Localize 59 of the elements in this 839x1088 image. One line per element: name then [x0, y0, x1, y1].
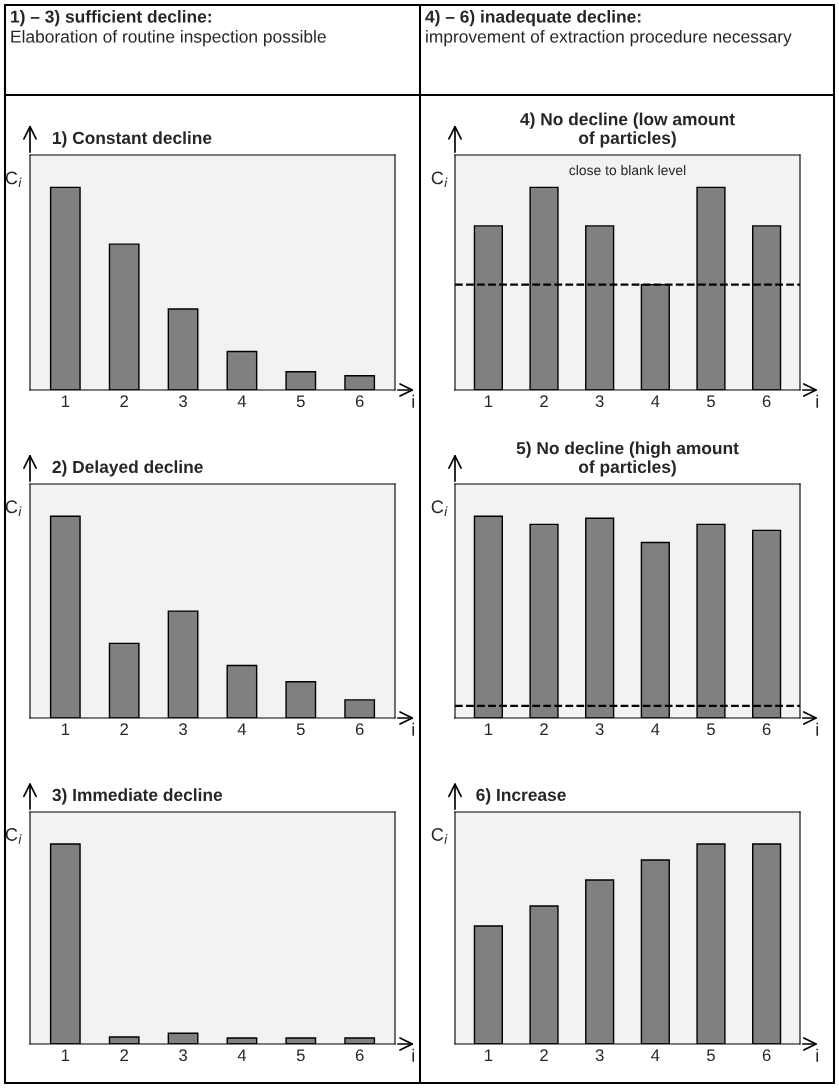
text: improvement of extraction procedure necessary	[426, 30, 792, 47]
x-tick-label: 1	[485, 723, 493, 735]
y-axis-title: C$_{i}$	[431, 500, 448, 516]
x-tick-label: 3	[595, 1049, 604, 1062]
x-axis-title: i	[816, 1048, 819, 1062]
x-tick-label: 5	[296, 1049, 305, 1062]
x-tick-label: 1	[61, 1049, 70, 1061]
x-tick-label: 5	[296, 723, 305, 736]
x-tick-label: 5	[296, 395, 305, 408]
y-axis-title: C$_{i}$	[5, 828, 22, 844]
chart-title: 6) Increase	[476, 788, 566, 805]
x-tick-label: 4	[237, 395, 247, 407]
x-tick-label: 2	[120, 723, 128, 735]
x-tick-label: 5	[707, 723, 715, 736]
x-tick-label: 2	[120, 1049, 128, 1061]
x-tick-label: 6	[355, 1049, 364, 1062]
x-axis-title: i	[412, 1048, 415, 1062]
x-tick-label: 1	[485, 395, 493, 407]
x-tick-label: 5	[707, 1049, 715, 1062]
x-tick-label: 4	[651, 723, 660, 735]
x-tick-label: 4	[651, 395, 660, 407]
x-tick-label: 3	[595, 723, 604, 736]
text: 1) – 3) sufficient decline:	[11, 10, 211, 27]
x-tick-label: 6	[355, 723, 364, 736]
y-axis-title: C$_{i}$	[431, 171, 448, 188]
text: 4) – 6) inadequate decline:	[425, 10, 641, 27]
text: close to blank level	[569, 164, 686, 176]
x-tick-label: 4	[237, 1049, 247, 1061]
x-tick-label: 1	[61, 723, 70, 735]
x-tick-label: 3	[179, 723, 187, 736]
x-tick-label: 6	[355, 395, 364, 408]
x-tick-label: 2	[120, 395, 128, 407]
chart-title: 5) No decline (high amount of particles)	[516, 441, 739, 477]
x-tick-label: 2	[540, 395, 548, 407]
x-tick-label: 5	[707, 395, 715, 408]
chart-title: 4) No decline (low amount of particles)	[520, 112, 735, 148]
x-tick-label: 2	[540, 1049, 548, 1061]
x-axis-title: i	[412, 722, 415, 736]
x-tick-label: 4	[237, 723, 247, 735]
chart-title: 3) Immediate decline	[52, 788, 223, 805]
x-axis-title: i	[816, 394, 819, 408]
x-axis-title: i	[412, 394, 415, 408]
text: Elaboration of routine inspection possible	[11, 30, 326, 47]
x-tick-label: 4	[651, 1049, 660, 1061]
x-tick-label: 2	[540, 723, 548, 735]
x-axis-title: i	[816, 722, 819, 736]
x-tick-label: 6	[762, 395, 771, 408]
chart-title: 2) Delayed decline	[52, 460, 203, 477]
y-axis-title: C$_{i}$	[5, 171, 22, 188]
x-tick-label: 3	[595, 395, 604, 408]
chart-title: 1) Constant decline	[52, 131, 212, 148]
x-tick-label: 1	[485, 1049, 493, 1061]
x-tick-label: 1	[61, 395, 70, 407]
y-axis-title: C$_{i}$	[5, 500, 22, 516]
x-tick-label: 6	[762, 1049, 771, 1062]
y-axis-title: C$_{i}$	[431, 828, 448, 844]
x-tick-label: 3	[179, 1049, 187, 1062]
x-tick-label: 3	[179, 395, 187, 408]
x-tick-label: 6	[762, 723, 771, 736]
